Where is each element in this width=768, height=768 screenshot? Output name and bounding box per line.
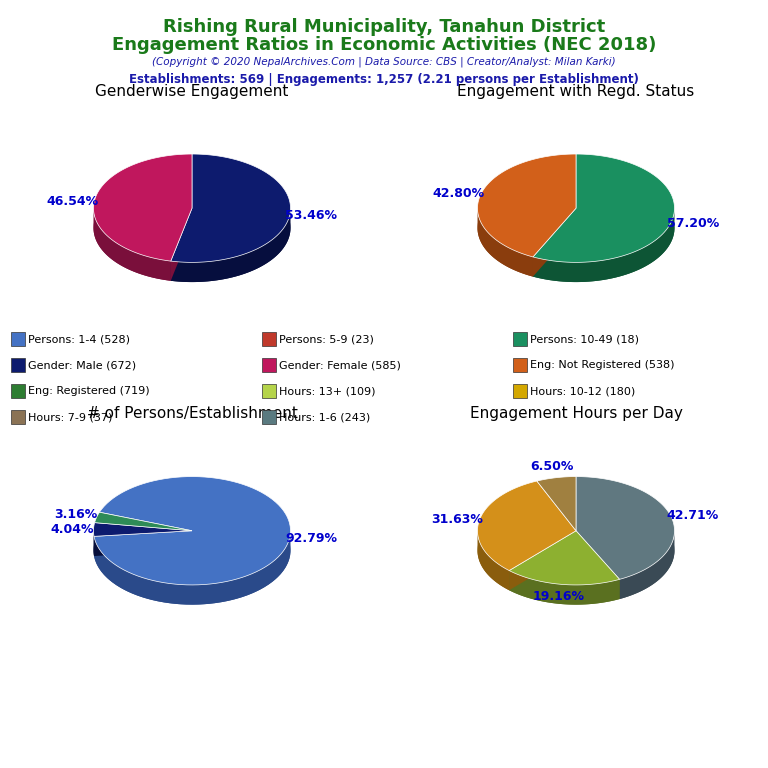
Polygon shape [509, 531, 620, 585]
Polygon shape [478, 501, 576, 591]
Text: Eng: Not Registered (538): Eng: Not Registered (538) [529, 360, 674, 370]
Text: (Copyright © 2020 NepalArchives.Com | Data Source: CBS | Creator/Analyst: Milan : (Copyright © 2020 NepalArchives.Com | Da… [152, 56, 616, 67]
FancyBboxPatch shape [263, 358, 276, 372]
Title: Engagement with Regd. Status: Engagement with Regd. Status [458, 84, 694, 98]
FancyBboxPatch shape [513, 333, 527, 346]
Text: Engagement Ratios in Economic Activities (NEC 2018): Engagement Ratios in Economic Activities… [112, 36, 656, 54]
Polygon shape [94, 174, 192, 281]
Polygon shape [94, 210, 170, 281]
Polygon shape [576, 531, 620, 599]
Title: Genderwise Engagement: Genderwise Engagement [95, 84, 289, 98]
FancyBboxPatch shape [513, 384, 527, 399]
Polygon shape [533, 154, 674, 263]
Polygon shape [478, 174, 576, 276]
Text: 4.04%: 4.04% [50, 523, 94, 536]
Text: Hours: 13+ (109): Hours: 13+ (109) [279, 386, 375, 396]
FancyBboxPatch shape [263, 333, 276, 346]
Polygon shape [533, 208, 576, 276]
Text: Hours: 7-9 (37): Hours: 7-9 (37) [28, 412, 112, 422]
Polygon shape [170, 208, 192, 281]
Polygon shape [509, 551, 620, 604]
Polygon shape [170, 208, 290, 282]
Text: Hours: 10-12 (180): Hours: 10-12 (180) [529, 386, 635, 396]
Polygon shape [94, 531, 192, 556]
FancyBboxPatch shape [513, 358, 527, 372]
Polygon shape [478, 210, 533, 276]
Polygon shape [478, 481, 576, 571]
Polygon shape [170, 174, 290, 282]
Text: Hours: 1-6 (243): Hours: 1-6 (243) [279, 412, 370, 422]
Text: 92.79%: 92.79% [285, 532, 337, 545]
Polygon shape [509, 571, 620, 604]
Text: Establishments: 569 | Engagements: 1,257 (2.21 persons per Establishment): Establishments: 569 | Engagements: 1,257… [129, 73, 639, 86]
Text: 42.71%: 42.71% [667, 509, 719, 522]
Polygon shape [537, 477, 576, 531]
Text: 3.16%: 3.16% [54, 508, 98, 521]
Polygon shape [170, 154, 290, 263]
Polygon shape [170, 208, 192, 281]
Polygon shape [533, 208, 576, 276]
Polygon shape [576, 531, 620, 599]
Polygon shape [533, 210, 674, 282]
Polygon shape [576, 496, 674, 599]
Polygon shape [537, 496, 576, 551]
FancyBboxPatch shape [263, 410, 276, 424]
Text: Persons: 1-4 (528): Persons: 1-4 (528) [28, 334, 130, 344]
Text: 31.63%: 31.63% [432, 513, 484, 526]
FancyBboxPatch shape [12, 384, 25, 399]
FancyBboxPatch shape [12, 358, 25, 372]
Polygon shape [509, 531, 576, 591]
Polygon shape [94, 477, 290, 585]
Polygon shape [94, 154, 192, 261]
FancyBboxPatch shape [263, 384, 276, 399]
Polygon shape [620, 532, 674, 599]
Text: Gender: Male (672): Gender: Male (672) [28, 360, 136, 370]
Polygon shape [94, 512, 192, 531]
Polygon shape [533, 174, 674, 282]
Title: # of Persons/Establishment: # of Persons/Establishment [87, 406, 297, 421]
Text: 6.50%: 6.50% [530, 459, 574, 472]
FancyBboxPatch shape [12, 410, 25, 424]
Polygon shape [509, 531, 576, 591]
Text: 42.80%: 42.80% [433, 187, 485, 200]
Text: 53.46%: 53.46% [286, 209, 337, 222]
Polygon shape [94, 496, 290, 604]
Text: Persons: 10-49 (18): Persons: 10-49 (18) [529, 334, 638, 344]
Text: 57.20%: 57.20% [667, 217, 720, 230]
Text: Eng: Registered (719): Eng: Registered (719) [28, 386, 149, 396]
Text: Gender: Female (585): Gender: Female (585) [279, 360, 400, 370]
Text: Persons: 5-9 (23): Persons: 5-9 (23) [279, 334, 373, 344]
Polygon shape [94, 532, 192, 551]
Text: 19.16%: 19.16% [533, 590, 584, 603]
Polygon shape [94, 523, 192, 536]
Title: Engagement Hours per Day: Engagement Hours per Day [469, 406, 683, 421]
Polygon shape [94, 531, 290, 604]
FancyBboxPatch shape [12, 333, 25, 346]
Text: Rishing Rural Municipality, Tanahun District: Rishing Rural Municipality, Tanahun Dist… [163, 18, 605, 35]
Polygon shape [576, 477, 674, 579]
Text: 46.54%: 46.54% [47, 194, 98, 207]
Polygon shape [478, 531, 509, 591]
Polygon shape [94, 531, 192, 556]
Polygon shape [478, 154, 576, 257]
Polygon shape [94, 542, 192, 556]
